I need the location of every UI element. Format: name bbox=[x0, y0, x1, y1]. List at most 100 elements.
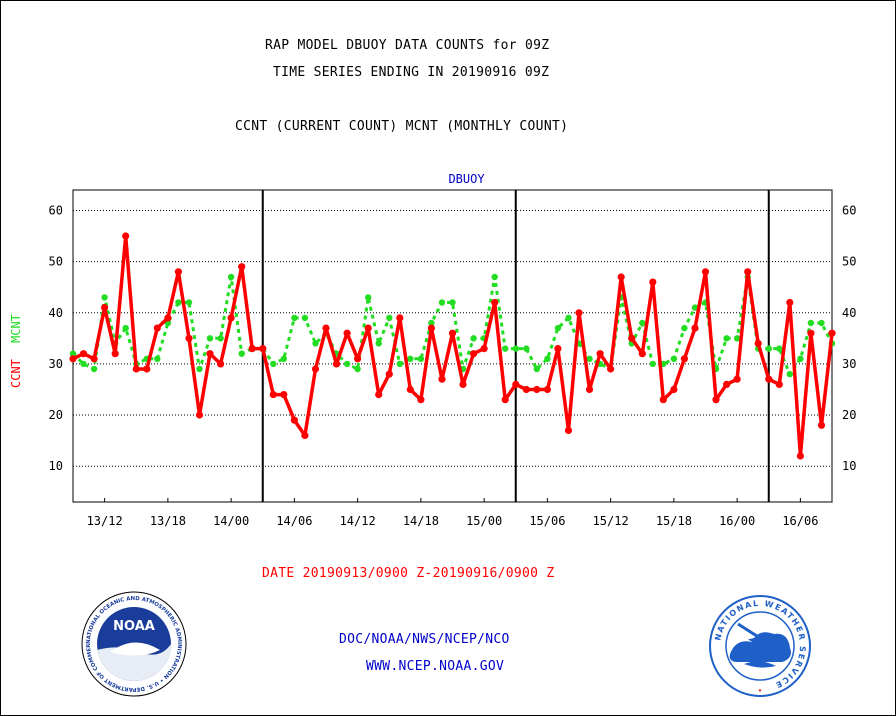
point-mcnt-49 bbox=[586, 355, 593, 362]
point-mcnt-71 bbox=[818, 319, 825, 327]
point-ccnt-20 bbox=[280, 391, 288, 399]
point-mcnt-41 bbox=[502, 345, 509, 352]
plot-area bbox=[72, 189, 833, 503]
point-ccnt-29 bbox=[375, 391, 383, 399]
point-mcnt-43 bbox=[523, 345, 530, 352]
point-ccnt-21 bbox=[290, 416, 298, 424]
x-tick-label-5: 14/18 bbox=[403, 514, 439, 528]
point-ccnt-48 bbox=[575, 309, 583, 317]
point-ccnt-32 bbox=[406, 385, 414, 394]
point-mcnt-38 bbox=[470, 335, 477, 342]
point-ccnt-24 bbox=[322, 324, 330, 332]
x-tick-label-1: 13/18 bbox=[150, 514, 186, 528]
point-mcnt-45 bbox=[544, 355, 551, 362]
x-tick-label-10: 16/00 bbox=[719, 514, 755, 528]
point-ccnt-15 bbox=[227, 314, 235, 322]
point-ccnt-39 bbox=[480, 345, 488, 353]
point-mcnt-32 bbox=[407, 355, 414, 362]
point-ccnt-51 bbox=[607, 365, 615, 373]
series-line-ccnt bbox=[72, 234, 834, 458]
y-tick-label-right-50: 50 bbox=[842, 255, 856, 269]
noaa-logo-text: NOAA bbox=[113, 619, 155, 634]
point-ccnt-19 bbox=[269, 391, 277, 399]
point-ccnt-71 bbox=[817, 421, 826, 429]
noaa-logo: NOAA NATIONAL OCEANIC AND ATMOSPHERIC AD… bbox=[80, 590, 187, 697]
point-mcnt-16 bbox=[238, 350, 245, 357]
point-mcnt-66 bbox=[765, 345, 772, 352]
point-mcnt-54 bbox=[639, 319, 646, 327]
point-mcnt-40 bbox=[491, 273, 498, 281]
point-ccnt-60 bbox=[701, 268, 710, 276]
y-tick-label-right-10: 10 bbox=[842, 459, 856, 473]
point-mcnt-33 bbox=[417, 355, 425, 362]
point-ccnt-49 bbox=[585, 385, 594, 394]
station-title: DBUOY bbox=[448, 172, 485, 186]
point-mcnt-70 bbox=[807, 319, 815, 327]
y-tick-label-left-50: 50 bbox=[49, 255, 63, 269]
y-tick-label-right-30: 30 bbox=[842, 357, 856, 371]
url-link[interactable]: WWW.NCEP.NOAA.GOV bbox=[366, 659, 505, 674]
point-ccnt-69 bbox=[796, 452, 805, 460]
point-mcnt-8 bbox=[154, 355, 161, 362]
point-ccnt-50 bbox=[596, 350, 604, 358]
nws-star-icon: ★ bbox=[758, 686, 763, 694]
y-tick-label-left-20: 20 bbox=[49, 408, 63, 422]
point-ccnt-8 bbox=[153, 324, 161, 332]
point-mcnt-15 bbox=[227, 273, 235, 281]
point-ccnt-4 bbox=[111, 350, 119, 358]
point-ccnt-63 bbox=[733, 375, 741, 383]
point-ccnt-72 bbox=[828, 329, 836, 337]
point-mcnt-12 bbox=[196, 365, 203, 373]
point-mcnt-42 bbox=[512, 345, 519, 352]
point-mcnt-35 bbox=[438, 299, 446, 306]
point-mcnt-59 bbox=[691, 304, 699, 311]
point-ccnt-59 bbox=[691, 324, 699, 332]
point-mcnt-19 bbox=[270, 360, 277, 368]
chart-title-line1: RAP MODEL DBUOY DATA COUNTS for 09Z bbox=[265, 38, 550, 53]
point-ccnt-31 bbox=[396, 314, 404, 322]
point-mcnt-36 bbox=[449, 299, 456, 306]
point-ccnt-26 bbox=[343, 329, 351, 337]
point-ccnt-14 bbox=[217, 360, 225, 368]
point-mcnt-69 bbox=[797, 355, 804, 362]
x-tick-label-0: 13/12 bbox=[87, 514, 123, 528]
point-mcnt-55 bbox=[649, 360, 656, 368]
date-range-label: DATE 20190913/0900 Z-20190916/0900 Z bbox=[262, 566, 555, 581]
point-ccnt-55 bbox=[649, 278, 657, 286]
point-mcnt-67 bbox=[776, 345, 783, 352]
point-ccnt-61 bbox=[712, 396, 720, 404]
point-ccnt-66 bbox=[765, 375, 773, 383]
point-ccnt-68 bbox=[786, 298, 794, 307]
x-tick-label-8: 15/12 bbox=[593, 514, 629, 528]
point-mcnt-26 bbox=[343, 360, 351, 368]
point-ccnt-36 bbox=[448, 329, 457, 337]
ylabel-mcnt: MCNT bbox=[9, 314, 23, 343]
chart-title-line2: TIME SERIES ENDING IN 20190916 09Z bbox=[273, 65, 550, 80]
point-mcnt-21 bbox=[291, 314, 298, 322]
nws-logo: ★ NATIONAL WEATHER SERVICE bbox=[709, 595, 811, 697]
point-ccnt-57 bbox=[670, 385, 678, 394]
point-ccnt-17 bbox=[248, 345, 256, 353]
point-ccnt-33 bbox=[417, 396, 425, 404]
point-mcnt-46 bbox=[554, 324, 562, 332]
point-mcnt-62 bbox=[723, 335, 730, 342]
point-ccnt-7 bbox=[143, 365, 151, 373]
x-tick-label-4: 14/12 bbox=[340, 514, 376, 528]
point-ccnt-12 bbox=[195, 411, 204, 419]
point-mcnt-11 bbox=[185, 299, 193, 306]
point-ccnt-22 bbox=[301, 431, 309, 440]
point-ccnt-35 bbox=[438, 375, 446, 383]
point-ccnt-38 bbox=[470, 350, 478, 358]
y-tick-label-right-60: 60 bbox=[842, 203, 856, 217]
point-ccnt-54 bbox=[638, 350, 646, 358]
point-ccnt-37 bbox=[459, 380, 467, 388]
point-ccnt-65 bbox=[754, 339, 762, 347]
point-ccnt-67 bbox=[775, 380, 783, 388]
point-ccnt-18 bbox=[259, 345, 267, 353]
point-ccnt-62 bbox=[723, 380, 731, 388]
point-mcnt-22 bbox=[301, 314, 309, 322]
point-ccnt-42 bbox=[512, 380, 520, 388]
point-ccnt-11 bbox=[185, 334, 193, 342]
point-mcnt-10 bbox=[175, 299, 182, 306]
